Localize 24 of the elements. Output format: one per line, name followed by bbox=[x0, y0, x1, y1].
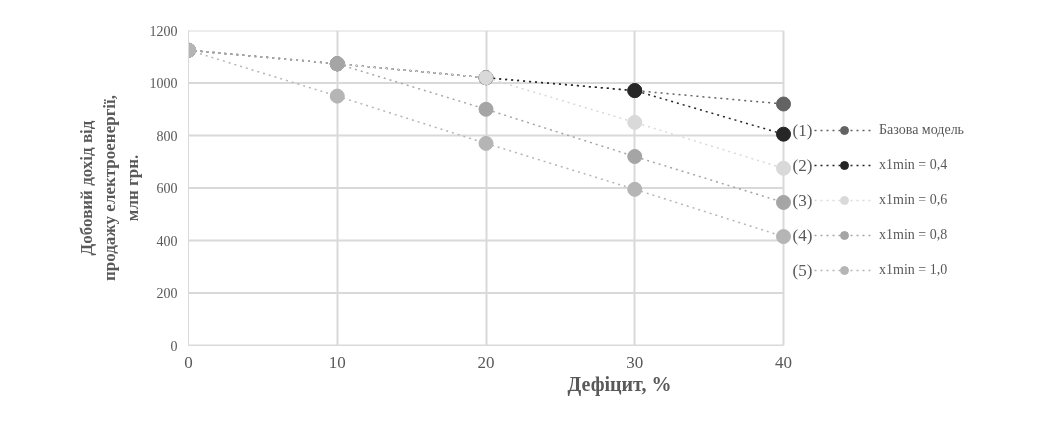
x-tick-label: 30 bbox=[626, 352, 644, 372]
y-axis-title: Добовий дохід від продажу електроенергії, млн грн. bbox=[76, 94, 142, 282]
y-tick-label: 0 bbox=[170, 338, 178, 354]
legend-label: x1min = 1,0 bbox=[879, 261, 948, 279]
y-tick-label: 600 bbox=[156, 181, 178, 196]
legend-label: x1min = 0,8 bbox=[879, 226, 948, 244]
text: (2) bbox=[792, 156, 813, 175]
x-tick-label: 0 bbox=[184, 352, 193, 372]
x-tick-label: 20 bbox=[477, 352, 495, 372]
x-tick-label: 10 bbox=[328, 352, 346, 372]
text: (3) bbox=[792, 191, 813, 210]
y-tick-label: 200 bbox=[156, 286, 178, 301]
legend-label: Базова модель bbox=[879, 121, 965, 139]
text: (5) bbox=[792, 261, 813, 280]
y-tick-label: 1200 bbox=[149, 23, 178, 39]
x-tick-label: 40 bbox=[775, 352, 792, 372]
legend-label: x1min = 0,4 bbox=[879, 156, 948, 174]
y-tick-label: 800 bbox=[156, 128, 178, 144]
y-tick-label: 1000 bbox=[149, 76, 178, 91]
text: (4) bbox=[792, 226, 813, 245]
legend-label: x1min = 0,6 bbox=[879, 191, 948, 209]
x-axis-title: Дефіцит, % bbox=[567, 372, 672, 396]
text: (1) bbox=[792, 121, 813, 140]
y-tick-label: 400 bbox=[156, 233, 178, 249]
